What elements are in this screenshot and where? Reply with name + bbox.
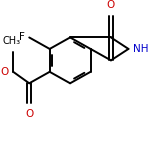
Text: O: O xyxy=(1,67,9,77)
Text: NH: NH xyxy=(133,44,148,54)
Text: O: O xyxy=(107,0,115,10)
Text: F: F xyxy=(19,33,25,42)
Text: O: O xyxy=(25,109,33,119)
Text: CH₃: CH₃ xyxy=(3,36,21,46)
